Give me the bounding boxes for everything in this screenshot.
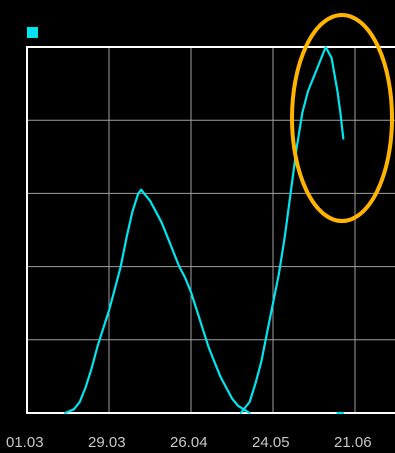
x-tick-label: 21.06	[334, 434, 372, 451]
series-line-segment	[239, 45, 345, 415]
series-layer	[63, 45, 345, 415]
annotation	[290, 13, 394, 223]
plot-frame	[26, 46, 395, 414]
highlight-ellipse	[290, 13, 394, 223]
x-tick-label: 24.05	[252, 434, 290, 451]
axes	[26, 46, 395, 414]
legend	[27, 27, 38, 38]
x-tick-label: 29.03	[88, 434, 126, 451]
series-line-segment	[63, 188, 251, 415]
legend-swatch	[27, 27, 38, 38]
grid	[27, 47, 395, 413]
x-tick-label: 26.04	[170, 434, 208, 451]
x-tick-label: 01.03	[6, 434, 44, 451]
x-tick-labels: 01.03 29.03 26.04 24.05 21.06	[6, 434, 372, 451]
